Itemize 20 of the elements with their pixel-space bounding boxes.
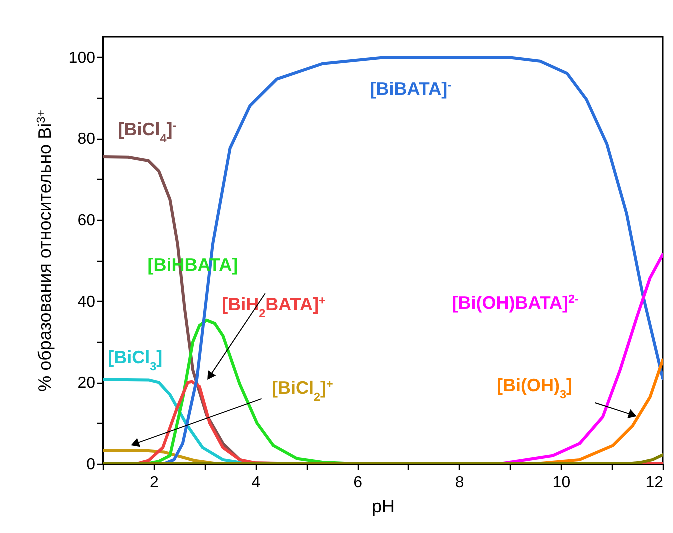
x-tick-label: 12 (646, 474, 664, 492)
y-tick-label: 0 (86, 456, 96, 474)
x-tick-label: 6 (354, 474, 363, 492)
y-tick-label: 20 (78, 375, 96, 392)
x-tick-label: 2 (150, 474, 159, 492)
text: [Bi(OH)$_{3}$] (497, 376, 573, 402)
series-label: [BiCl$_{3}$] (108, 347, 163, 373)
series-label: [BiCl$_{4}$]$^{-}$ (118, 119, 177, 146)
text: [BiCl$_{2}$]$^{+}$ (272, 377, 334, 404)
text: [Bi(OH)BATA]$^{2-}$ (452, 292, 580, 313)
y-tick-label: 80 (78, 131, 96, 148)
y-tick-label: 40 (78, 294, 96, 311)
y-tick-label: 60 (78, 212, 96, 230)
series-label: [BiBATA]$^{-}$ (370, 78, 452, 99)
x-tick-label: 10 (552, 474, 571, 492)
text: [BiH$_{2}$BATA]$^{+}$ (222, 294, 326, 320)
x-tick-label: 8 (455, 474, 464, 492)
x-tick-label: 4 (252, 474, 261, 492)
y-tick-label: 100 (68, 50, 96, 67)
x-axis-title: pH (372, 496, 396, 516)
